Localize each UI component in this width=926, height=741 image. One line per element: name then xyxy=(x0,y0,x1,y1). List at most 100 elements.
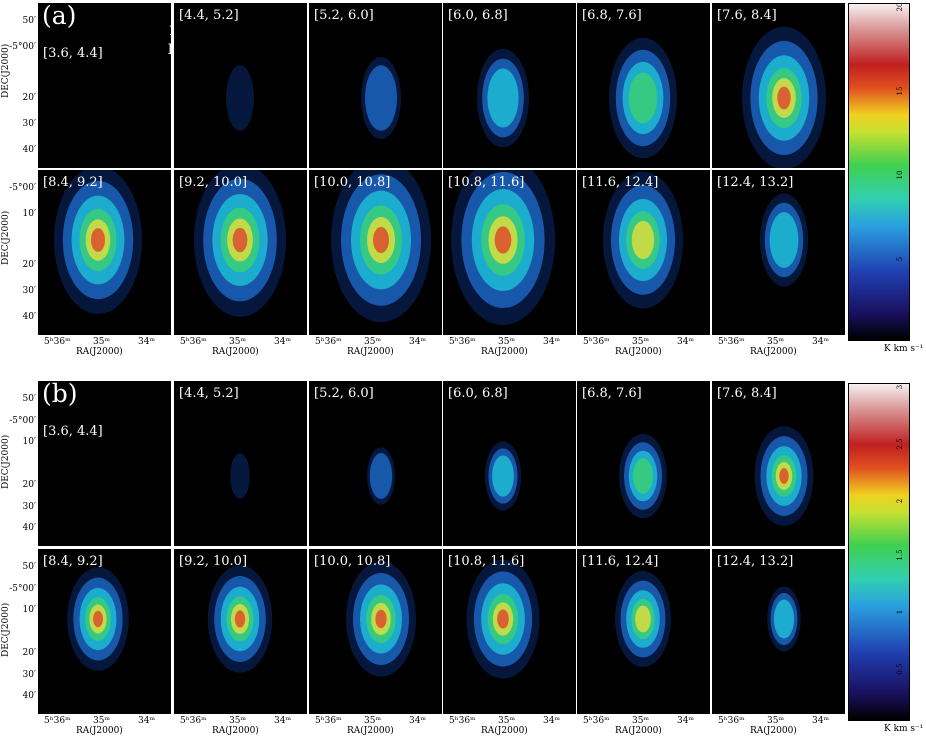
channel-map-panel: [6.8, 7.6] xyxy=(577,381,710,546)
x-axis-label: RA(J2000) xyxy=(76,347,123,357)
x-tick-label: 35ᵐ xyxy=(364,337,381,347)
colorbar-tick-label: 15 xyxy=(896,86,904,96)
emission-contour xyxy=(777,86,791,110)
channel-map-panel: [7.6, 8.4] xyxy=(712,3,845,168)
x-axis-label: RA(J2000) xyxy=(212,726,259,736)
emission-map xyxy=(331,170,431,323)
x-axis-label: RA(J2000) xyxy=(76,726,123,736)
colorbar-tick-label: 2.5 xyxy=(896,438,904,450)
emission-contour xyxy=(369,453,393,499)
emission-map xyxy=(367,447,395,505)
y-tick-label: 30′ xyxy=(22,669,37,680)
colorbar xyxy=(848,3,910,341)
x-tick-label: 34ᵐ xyxy=(543,716,560,726)
velocity-range-label: [6.0, 6.8] xyxy=(448,386,508,401)
channel-map-panel: [9.2, 10.0] xyxy=(174,170,307,335)
colorbar-unit-label: K km s⁻¹ xyxy=(884,344,924,354)
channel-map-panel: [10.0, 10.8] xyxy=(309,549,442,714)
colorbar-tick-label: 20 xyxy=(896,2,904,12)
emission-map xyxy=(742,26,826,168)
emission-contour xyxy=(230,453,250,499)
y-tick-label: 40′ xyxy=(22,523,37,533)
emission-map xyxy=(230,453,250,499)
x-tick-label: 34ᵐ xyxy=(543,337,560,347)
velocity-range-label: [11.6, 12.4] xyxy=(582,175,659,190)
y-tick-label: 10′ xyxy=(22,437,37,447)
emission-map xyxy=(767,586,801,652)
velocity-range-label: [11.6, 12.4] xyxy=(582,554,659,569)
x-axis-label: RA(J2000) xyxy=(347,347,394,357)
emission-map xyxy=(346,561,416,677)
x-tick-label: 5ʰ36ᵐ xyxy=(44,337,71,347)
x-tick-label: 5ʰ36ᵐ xyxy=(449,716,476,726)
y-tick-label: 50′ xyxy=(22,16,37,26)
emission-map xyxy=(760,193,808,287)
velocity-range-label: [12.4, 13.2] xyxy=(717,175,794,190)
colorbar-tick-label: 1 xyxy=(896,609,904,615)
channel-map-panel: [8.4, 9.2] xyxy=(38,170,171,335)
velocity-range-label: [9.2, 10.0] xyxy=(179,175,248,190)
emission-contour xyxy=(497,609,509,629)
x-tick-label: 5ʰ36ᵐ xyxy=(315,716,342,726)
velocity-range-label: [3.6, 4.4] xyxy=(43,46,103,61)
x-tick-label: 34ᵐ xyxy=(677,337,694,347)
x-tick-label: 5ʰ36ᵐ xyxy=(180,337,207,347)
colorbar-tick-label: 2 xyxy=(896,499,904,504)
emission-map xyxy=(615,571,671,667)
emission-map xyxy=(466,559,540,679)
y-tick-label: 10′ xyxy=(22,605,37,615)
emission-map xyxy=(609,37,677,159)
channel-map-panel: [12.4, 13.2] xyxy=(712,170,845,335)
channel-map-panel: [4.4, 5.2] xyxy=(174,381,307,546)
x-tick-label: 35ᵐ xyxy=(498,716,515,726)
x-tick-label: 35ᵐ xyxy=(498,337,515,347)
channel-map-panel: [7.6, 8.4] xyxy=(712,381,845,546)
x-tick-label: 35ᵐ xyxy=(632,337,649,347)
emission-contour xyxy=(487,68,519,128)
x-tick-label: 34ᵐ xyxy=(409,716,426,726)
velocity-range-label: [8.4, 9.2] xyxy=(43,554,103,569)
velocity-range-label: [10.0, 10.8] xyxy=(314,554,391,569)
channel-map-panel: [10.0, 10.8] xyxy=(309,170,442,335)
y-tick-label: 50′ xyxy=(22,562,37,572)
channel-map-panel: [11.6, 12.4] xyxy=(577,170,710,335)
channel-map-panel: [5.2, 6.0] xyxy=(309,3,442,168)
emission-contour xyxy=(633,458,653,494)
y-tick-label: 20′ xyxy=(22,648,37,658)
colorbar-tick-label: 5 xyxy=(896,256,904,262)
y-tick-label: 30′ xyxy=(22,286,37,297)
emission-map xyxy=(754,426,814,526)
x-tick-label: 35ᵐ xyxy=(632,716,649,726)
x-tick-label: 35ᵐ xyxy=(767,337,784,347)
x-tick-label: 5ʰ36ᵐ xyxy=(718,716,745,726)
velocity-range-label: [8.4, 9.2] xyxy=(43,175,103,190)
channel-map-panel: [12.4, 13.2] xyxy=(712,549,845,714)
channel-map-panel: [10.8, 11.6] xyxy=(443,549,576,714)
velocity-range-label: [5.2, 6.0] xyxy=(314,386,374,401)
emission-contour xyxy=(226,65,254,131)
y-tick-label: 20′ xyxy=(22,480,37,490)
channel-map-panel: [6.0, 6.8] xyxy=(443,3,576,168)
velocity-range-label: [9.2, 10.0] xyxy=(179,554,248,569)
x-tick-label: 34ᵐ xyxy=(812,337,829,347)
emission-map xyxy=(619,433,667,519)
emission-map xyxy=(477,48,529,148)
colorbar-tick-label: 0.5 xyxy=(896,663,904,675)
x-tick-label: 34ᵐ xyxy=(677,716,694,726)
x-tick-label: 35ᵐ xyxy=(229,716,246,726)
emission-contour xyxy=(93,610,103,628)
x-axis-label: RA(J2000) xyxy=(615,726,662,736)
emission-contour xyxy=(234,610,246,628)
x-tick-label: 34ᵐ xyxy=(812,716,829,726)
emission-map xyxy=(603,171,683,309)
channel-map-panel: (a) [3.6, 4.4] 1 pc xyxy=(38,3,171,168)
colorbar-unit-label: K km s⁻¹ xyxy=(884,724,924,734)
x-tick-label: 5ʰ36ᵐ xyxy=(449,337,476,347)
x-tick-label: 5ʰ36ᵐ xyxy=(718,337,745,347)
emission-contour xyxy=(492,455,514,497)
x-tick-label: 35ᵐ xyxy=(767,716,784,726)
velocity-range-label: [12.4, 13.2] xyxy=(717,554,794,569)
emission-map xyxy=(226,65,254,131)
velocity-range-label: [6.8, 7.6] xyxy=(582,8,642,23)
colorbar-tick-label: 10 xyxy=(896,170,904,180)
